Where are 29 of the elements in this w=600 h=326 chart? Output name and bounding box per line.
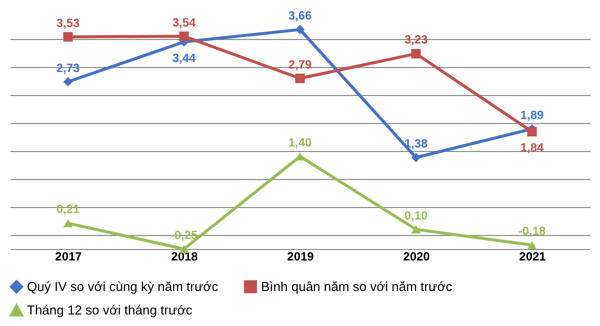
data-label: 3,53 bbox=[56, 16, 80, 30]
point bbox=[179, 32, 189, 42]
data-label: 3,44 bbox=[172, 50, 196, 65]
point bbox=[411, 225, 421, 234]
point bbox=[63, 32, 73, 42]
point bbox=[527, 240, 537, 250]
point bbox=[63, 77, 73, 86]
data-label: 1,38 bbox=[404, 136, 428, 151]
data-label: 1,40 bbox=[288, 135, 312, 150]
x-tick-label: 2017 bbox=[55, 250, 82, 264]
point bbox=[411, 48, 421, 58]
point bbox=[411, 152, 421, 162]
x-tick-label: 2018 bbox=[171, 250, 198, 264]
data-label: 1,89 bbox=[520, 108, 544, 122]
point bbox=[295, 24, 305, 34]
x-tick-label: 2020 bbox=[403, 250, 430, 264]
legend-label: Quý IV so với cùng kỳ năm trước bbox=[27, 278, 219, 294]
x-tick-label: 2021 bbox=[519, 250, 546, 264]
data-label: 3,66 bbox=[288, 8, 312, 23]
legend-label: Tháng 12 so với tháng trước bbox=[27, 302, 193, 318]
x-tick-label: 2019 bbox=[287, 250, 314, 264]
data-label: 0,10 bbox=[404, 208, 428, 222]
point bbox=[527, 126, 537, 136]
data-label: -0,18 bbox=[518, 224, 546, 238]
point bbox=[63, 219, 73, 228]
data-label: 1,84 bbox=[520, 140, 544, 155]
point bbox=[295, 74, 305, 84]
legend-label: Bình quân năm so với năm trước bbox=[261, 278, 453, 294]
data-label: 3,54 bbox=[172, 15, 196, 30]
